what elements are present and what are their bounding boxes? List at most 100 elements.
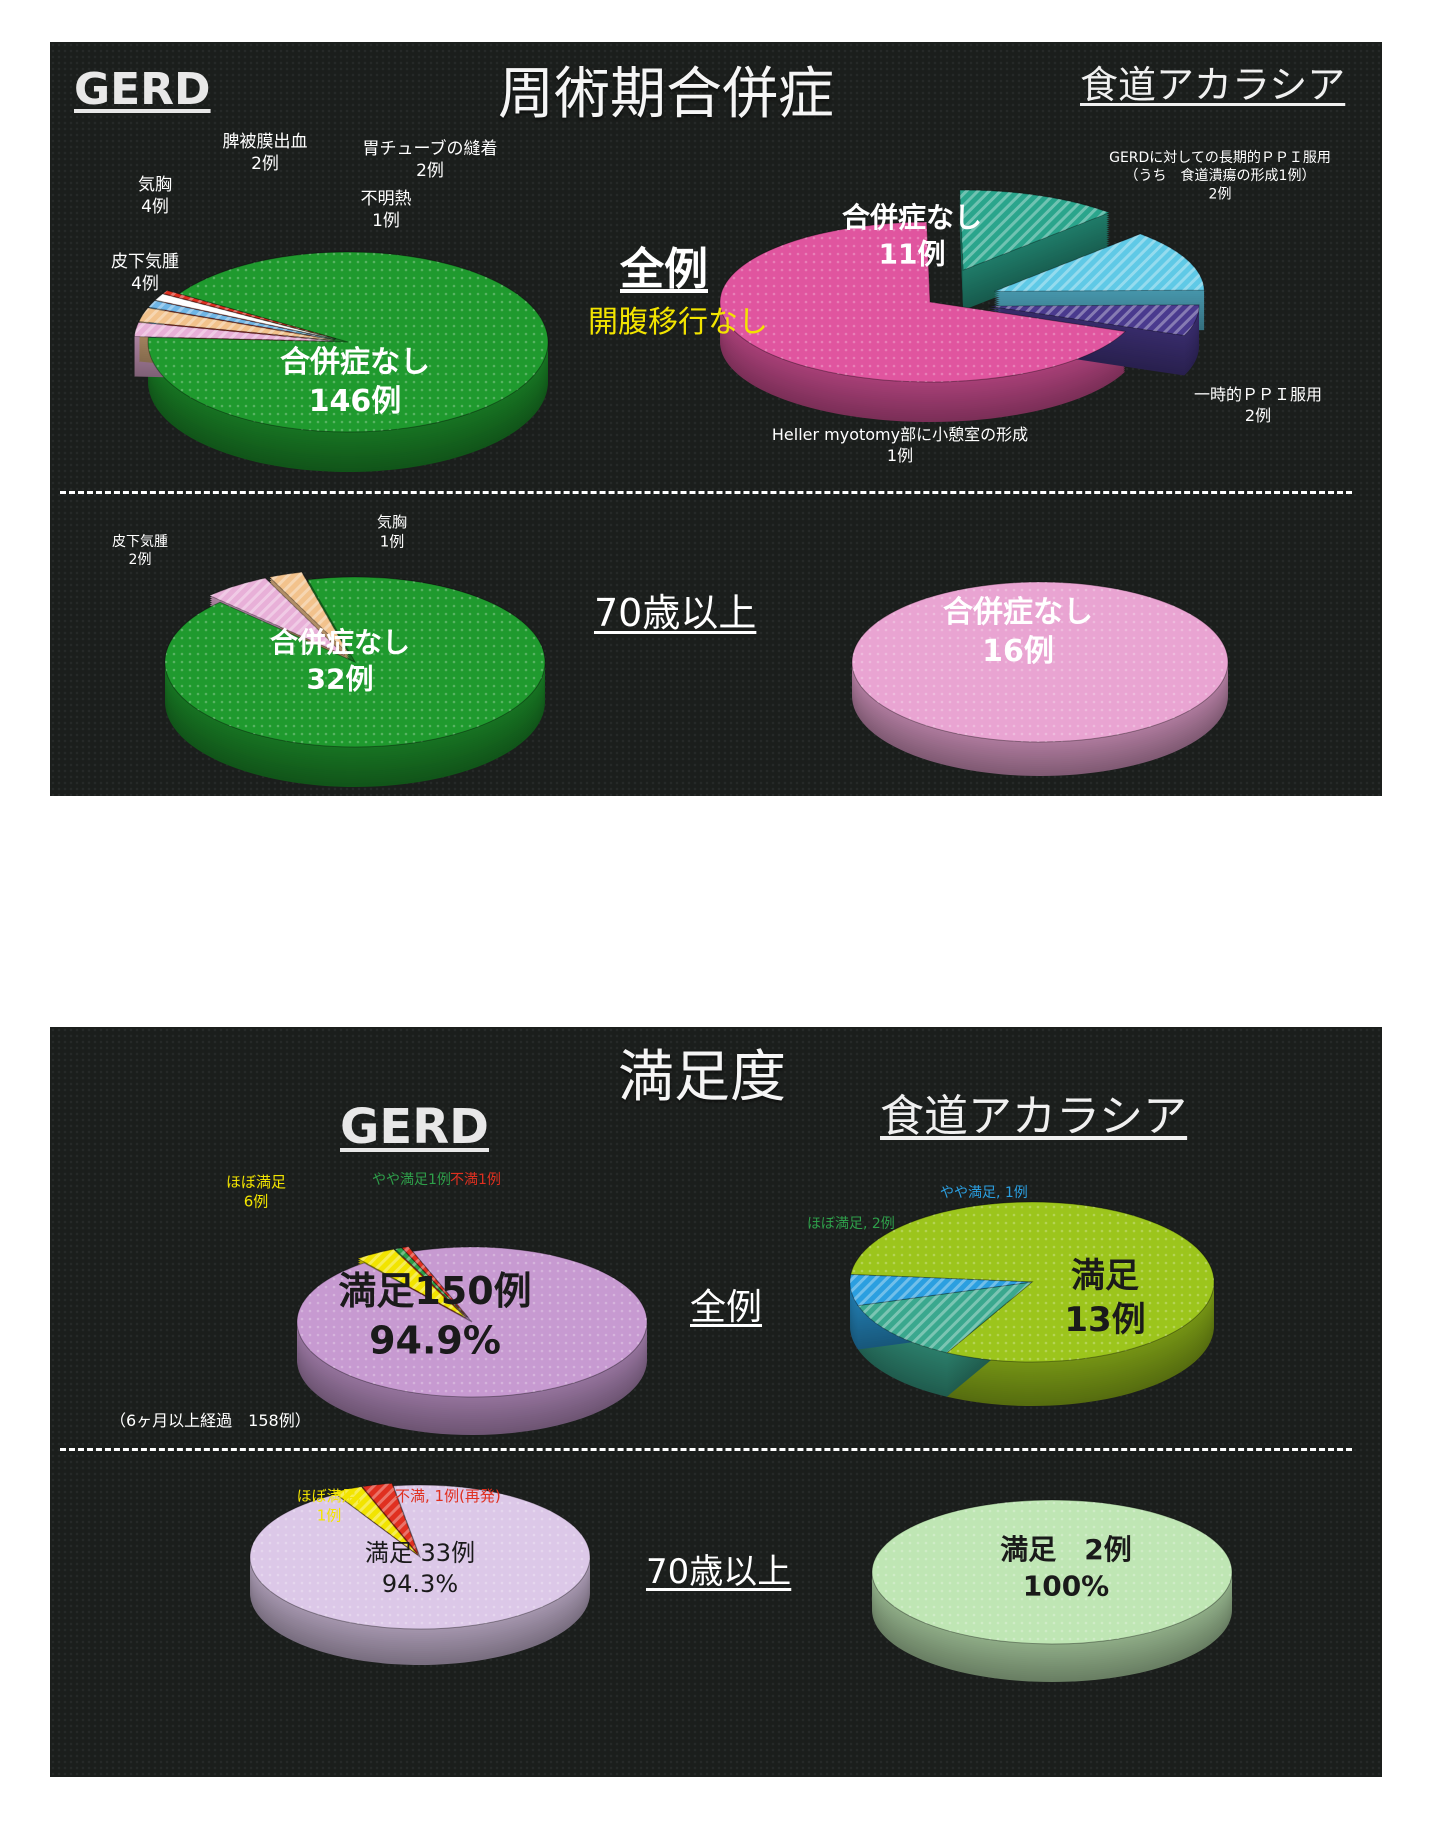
pie-label-line: 一時的ＰＰＩ服用 bbox=[1194, 385, 1322, 404]
pie-label-achalasia-complications-all-1: GERDに対しての長期的ＰＰＩ服用（うち 食道潰瘍の形成1例） 2例 bbox=[1109, 150, 1331, 202]
pie-label-line: 満足150例 bbox=[338, 1269, 531, 1313]
pie-label-line: 2例 bbox=[1209, 186, 1232, 202]
pie-label-gerd-complications-70plus-0: 合併症なし 32例 bbox=[270, 626, 410, 695]
pie-label-line: 2例 bbox=[416, 161, 444, 181]
pie-label-line: 2例 bbox=[1245, 406, 1271, 425]
pie-label-gerd-satisfaction-all-1: ほぼ満足 6例 bbox=[226, 1173, 286, 1211]
pie-label-gerd-complications-all-3: 脾被膜出血 2例 bbox=[223, 132, 308, 174]
pie-label-gerd-satisfaction-70plus-2: 不満, 1例(再発) bbox=[395, 1487, 501, 1505]
pie-slice-texture-gerd-complications-all-4 bbox=[155, 293, 336, 340]
pie-label-line: 皮下気腫 bbox=[112, 534, 168, 550]
pie-label-gerd-complications-all-1: 皮下気腫 4例 bbox=[111, 252, 179, 294]
pie-label-line: 満足 2例 bbox=[1000, 1533, 1131, 1566]
pie-label-line: 満足 33例 bbox=[365, 1539, 475, 1567]
pie-label-achalasia-complications-70plus-0: 合併症なし 16例 bbox=[943, 595, 1093, 669]
pie-slice-texture-gerd-complications-70plus-0 bbox=[165, 576, 546, 747]
pie-label-gerd-satisfaction-all-0: 満足150例 94.9% bbox=[338, 1269, 531, 1362]
slide2-all-cases-label: 全例 bbox=[690, 1287, 763, 1328]
pie-label-line: 満足 bbox=[1071, 1256, 1139, 1296]
pie-label-line: 気胸 bbox=[138, 175, 172, 195]
pie-label-line: 皮下気腫 bbox=[111, 252, 179, 272]
pie-label-line: やや満足1例 bbox=[372, 1172, 451, 1188]
pie-label-line: 合併症なし bbox=[943, 595, 1093, 630]
pie-label-line: 1例 bbox=[380, 533, 405, 551]
slide2-70plus-label: 70歳以上 bbox=[646, 1552, 792, 1592]
pie-gerd-complications-70plus bbox=[164, 571, 546, 787]
pie-label-line: 不満1例 bbox=[450, 1172, 501, 1188]
pie-slice-texture-achalasia-complications-all-0 bbox=[719, 222, 1126, 383]
pie-label-line: ほぼ満足, 2例 bbox=[807, 1216, 895, 1232]
pie-slice-texture-gerd-complications-all-0 bbox=[148, 251, 548, 432]
pie-slice-texture-gerd-complications-all-5 bbox=[163, 290, 337, 339]
pie-slice-texture-gerd-complications-all-3 bbox=[148, 300, 336, 340]
pie-label-line: 4例 bbox=[141, 197, 169, 217]
pie-label-line: 6例 bbox=[244, 1193, 269, 1211]
pie-label-achalasia-complications-all-3: Heller myotomy部に小憩室の形成 1例 bbox=[772, 425, 1028, 465]
pie-label-achalasia-complications-all-0: 合併症なし 11例 bbox=[842, 201, 982, 270]
pie-slice-texture-achalasia-complications-all-2 bbox=[994, 233, 1205, 292]
pie-label-line: 合併症なし bbox=[280, 345, 430, 380]
pie-label-line: 11例 bbox=[879, 237, 946, 270]
pie-label-line: 13例 bbox=[1064, 1300, 1145, 1340]
pie-label-line: 合併症なし bbox=[842, 201, 982, 234]
pie-label-line: 32例 bbox=[307, 662, 374, 695]
slide1-title: 周術期合併症 bbox=[498, 62, 834, 127]
slide1-achalasia-heading: 食道アカラシア bbox=[1080, 63, 1346, 107]
pie-label-line: 胃チューブの縫着 bbox=[363, 138, 498, 159]
pie-label-line: 1例 bbox=[887, 446, 913, 465]
pie-slice-texture-achalasia-satisfaction-70plus-0 bbox=[872, 1500, 1232, 1644]
pie-label-line: 1例 bbox=[372, 211, 400, 231]
slide1-divider bbox=[60, 491, 1352, 494]
pie-slice-texture-achalasia-satisfaction-all-1 bbox=[858, 1282, 1032, 1353]
pie-label-gerd-complications-all-4: 胃チューブの縫着 2例 bbox=[363, 138, 498, 181]
pie-label-achalasia-satisfaction-all-2: やや満足, 1例 bbox=[940, 1185, 1028, 1201]
pie-label-line: 2例 bbox=[251, 154, 279, 174]
slide2-divider bbox=[60, 1448, 1352, 1451]
pie-slice-texture-achalasia-satisfaction-all-2 bbox=[850, 1274, 1032, 1306]
pie-label-achalasia-complications-all-2: 一時的ＰＰＩ服用 2例 bbox=[1194, 385, 1322, 425]
pie-slice-texture-achalasia-complications-all-1 bbox=[959, 190, 1110, 271]
pie-slice-texture-gerd-satisfaction-all-0 bbox=[297, 1247, 648, 1397]
pie-label-line: ほぼ満足 bbox=[226, 1173, 286, 1191]
pie-slice-texture-gerd-satisfaction-70plus-1 bbox=[333, 1486, 418, 1555]
slide2-title: 満足度 bbox=[618, 1045, 786, 1110]
pie-label-line: 94.9% bbox=[369, 1318, 501, 1362]
pie-label-line: やや満足, 1例 bbox=[940, 1185, 1028, 1201]
slide2-achalasia-heading: 食道アカラシア bbox=[880, 1091, 1188, 1142]
pie-slice-texture-achalasia-complications-all-3 bbox=[989, 304, 1200, 336]
pie-label-line: 1例 bbox=[317, 1507, 342, 1525]
pie-label-gerd-satisfaction-all-3: 不満1例 bbox=[450, 1172, 501, 1188]
pie-label-line: ほぼ満足, bbox=[297, 1487, 362, 1505]
slide1-70plus-label: 70歳以上 bbox=[594, 591, 757, 635]
pie-label-gerd-satisfaction-70plus-1: ほぼ満足, 1例 bbox=[297, 1487, 362, 1525]
pie-gerd-satisfaction-all bbox=[296, 1246, 648, 1435]
pie-label-gerd-complications-70plus-2: 気胸 1例 bbox=[377, 513, 407, 551]
pie-label-line: 16例 bbox=[982, 634, 1054, 669]
pie-label-line: 気胸 bbox=[377, 513, 407, 531]
pie-label-gerd-complications-70plus-1: 皮下気腫 2例 bbox=[112, 534, 168, 568]
pie-label-achalasia-satisfaction-all-1: ほぼ満足, 2例 bbox=[807, 1216, 895, 1232]
pie-achalasia-satisfaction-all bbox=[849, 1201, 1215, 1406]
pie-slice-texture-gerd-satisfaction-70plus-2 bbox=[362, 1483, 419, 1555]
pie-label-gerd-satisfaction-70plus-0: 満足 33例 94.3% bbox=[365, 1539, 475, 1598]
pie-label-line: 不満, 1例(再発) bbox=[395, 1487, 501, 1505]
pie-label-line: 146例 bbox=[309, 384, 402, 419]
pie-label-line: 94.3% bbox=[382, 1570, 458, 1598]
pie-slice-texture-gerd-satisfaction-all-1 bbox=[357, 1249, 466, 1318]
pie-gerd-satisfaction-70plus bbox=[249, 1482, 591, 1665]
pie-slice-texture-gerd-complications-all-1 bbox=[134, 322, 335, 342]
pie-label-line: GERDに対しての長期的ＰＰＩ服用 bbox=[1109, 150, 1331, 166]
pie-achalasia-complications-70plus bbox=[851, 581, 1229, 776]
pie-gerd-complications-all bbox=[133, 251, 549, 472]
pie-slice-texture-gerd-satisfaction-all-3 bbox=[401, 1246, 468, 1318]
complications-slide: 合併症なし 146例 皮下気腫 4例 気胸 4例 脾被膜出血 2例 胃チューブの縫着 2例 不明熱 1… bbox=[50, 42, 1382, 796]
pie-label-line: （うち 食道潰瘍の形成1例） bbox=[1125, 167, 1316, 184]
pie-slice-texture-gerd-complications-70plus-1 bbox=[209, 578, 345, 656]
slide1-all-cases-label: 全例 bbox=[620, 244, 708, 295]
pie-label-achalasia-satisfaction-all-0: 満足 13例 bbox=[1064, 1256, 1145, 1340]
pie-slice-texture-achalasia-satisfaction-all-0 bbox=[850, 1202, 1214, 1362]
pie-achalasia-complications-all bbox=[719, 189, 1205, 423]
pie-achalasia-satisfaction-70plus bbox=[871, 1499, 1233, 1682]
